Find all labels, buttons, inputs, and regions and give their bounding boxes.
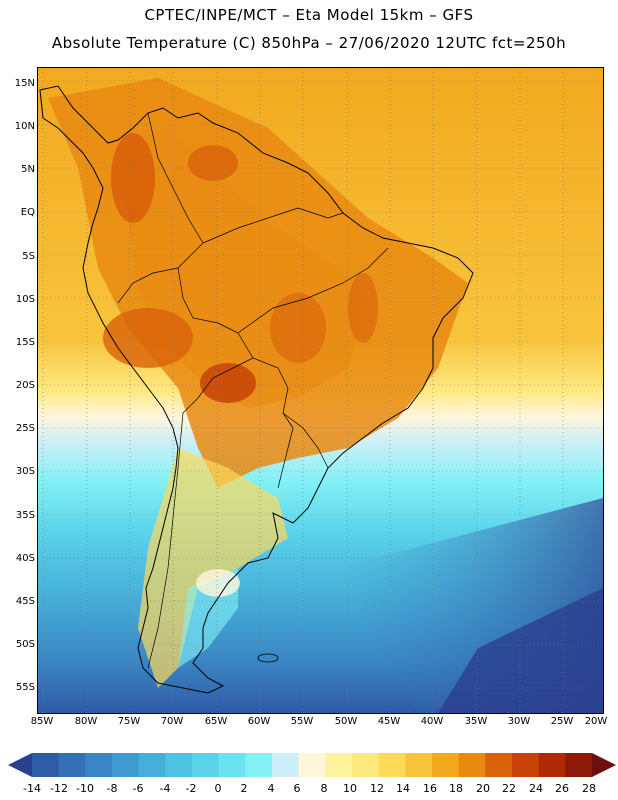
colorbar-label: 18 xyxy=(449,782,463,795)
colorbar-swatch xyxy=(458,753,486,777)
colorbar-swatch xyxy=(85,753,113,777)
lat-label: 55S xyxy=(15,682,35,693)
lon-label: 50W xyxy=(334,716,358,727)
lat-label: 15S xyxy=(15,337,35,348)
lon-label: 80W xyxy=(74,716,98,727)
colorbar-label: 0 xyxy=(214,782,222,795)
colorbar-swatch xyxy=(432,753,459,777)
colorbar-swatch xyxy=(218,753,246,777)
colorbar-swatch xyxy=(32,753,59,777)
colorbar-swatch xyxy=(325,753,353,777)
colorbar-swatch xyxy=(512,753,539,777)
colorbar-label: -4 xyxy=(159,782,171,795)
lat-label: 15N xyxy=(14,78,35,89)
lat-label: 5N xyxy=(21,164,35,175)
colorbar-label: 22 xyxy=(502,782,516,795)
lon-label: 25W xyxy=(550,716,574,727)
temperature-map xyxy=(37,67,604,714)
colorbar-swatch xyxy=(405,753,433,777)
colorbar-label: -8 xyxy=(106,782,118,795)
colorbar-swatch xyxy=(245,753,273,777)
lat-label: 10S xyxy=(15,294,35,305)
lat-label: EQ xyxy=(20,207,35,218)
colorbar-swatch xyxy=(352,753,379,777)
lat-label: 50S xyxy=(15,639,35,650)
colorbar-label: 28 xyxy=(582,782,596,795)
lat-label: 5S xyxy=(22,251,35,262)
temperature-field xyxy=(38,68,603,713)
temperature-colorbar xyxy=(8,753,616,777)
colorbar-label: -10 xyxy=(76,782,94,795)
lon-label: 85W xyxy=(30,716,54,727)
lon-label: 60W xyxy=(247,716,271,727)
colorbar-swatch xyxy=(138,753,166,777)
lat-label: 20S xyxy=(15,380,35,391)
lon-label: 65W xyxy=(204,716,228,727)
country-borders xyxy=(117,112,389,669)
south-america-coastline xyxy=(39,85,474,694)
lon-label: 45W xyxy=(377,716,401,727)
chart-title-line1: CPTEC/INPE/MCT – Eta Model 15km – GFS xyxy=(144,6,474,24)
lat-label: 30S xyxy=(15,466,35,477)
colorbar-swatch xyxy=(165,753,193,777)
colorbar-label: 20 xyxy=(476,782,490,795)
lat-label: 35S xyxy=(15,510,35,521)
colorbar-swatch xyxy=(298,753,326,777)
colorbar-label: 8 xyxy=(320,782,328,795)
colorbar-label: -14 xyxy=(23,782,41,795)
colorbar-label: 12 xyxy=(370,782,384,795)
colorbar-swatch xyxy=(112,753,139,777)
lat-label: 45S xyxy=(15,596,35,607)
colorbar-label: 2 xyxy=(240,782,248,795)
colorbar-high-arrow xyxy=(592,753,616,777)
colorbar-label: -6 xyxy=(132,782,144,795)
colorbar-label: -2 xyxy=(185,782,197,795)
lon-label: 35W xyxy=(464,716,488,727)
colorbar-label: 4 xyxy=(267,782,275,795)
colorbar-label: 10 xyxy=(343,782,357,795)
colorbar-swatch xyxy=(58,753,86,777)
lon-label: 20W xyxy=(584,716,608,727)
lat-label: 10N xyxy=(14,121,35,132)
colorbar-label: -12 xyxy=(50,782,68,795)
colorbar-low-arrow xyxy=(8,753,32,777)
lat-label: 25S xyxy=(15,423,35,434)
colorbar-swatch xyxy=(485,753,513,777)
chart-title-line2: Absolute Temperature (C) 850hPa – 27/06/… xyxy=(51,34,567,52)
colorbar-swatch xyxy=(538,753,566,777)
lon-label: 70W xyxy=(160,716,184,727)
colorbar-swatch xyxy=(272,753,299,777)
colorbar-label: 6 xyxy=(293,782,301,795)
colorbar-label: 24 xyxy=(529,782,543,795)
colorbar-label: 14 xyxy=(396,782,410,795)
lat-label: 40S xyxy=(15,553,35,564)
colorbar-label: 26 xyxy=(555,782,569,795)
colorbar-label: 16 xyxy=(423,782,437,795)
colorbar-swatch xyxy=(565,753,593,777)
lon-label: 30W xyxy=(507,716,531,727)
colorbar-swatch xyxy=(378,753,406,777)
lon-label: 75W xyxy=(117,716,141,727)
lon-label: 40W xyxy=(420,716,444,727)
colorbar-swatch xyxy=(192,753,219,777)
lon-label: 55W xyxy=(290,716,314,727)
